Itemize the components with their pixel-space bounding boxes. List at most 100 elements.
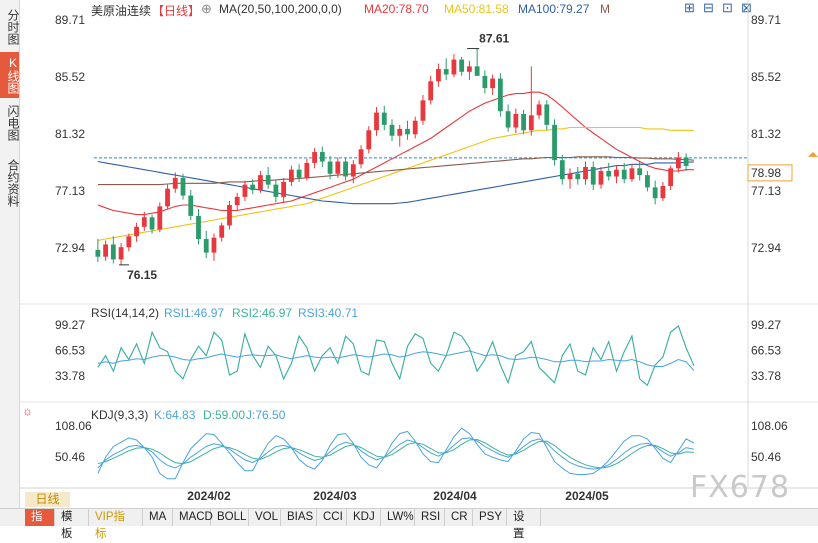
sidebar-tab-kline[interactable]: K线图: [0, 52, 20, 98]
rsi-params: RSI(14,14,2): [91, 306, 160, 320]
kdj-axis-tick: 108.06: [751, 419, 788, 433]
candle-body: [598, 171, 604, 185]
zoom-in-icon[interactable]: ⊞: [684, 0, 695, 15]
kdj-params: KDJ(9,3,3): [91, 408, 149, 422]
chart-area[interactable]: 89.71 85.52 81.32 77.13 72.94 89.71 85.52 81.32…: [0, 0, 818, 508]
rsi2-line: [97, 325, 695, 387]
candle-body: [606, 171, 612, 177]
x-axis-date-label: 2024/04: [433, 489, 477, 503]
settings-circle-icon[interactable]: ⊕: [201, 1, 212, 16]
rsi3-line: [97, 350, 695, 371]
indicator-tab[interactable]: 指标: [25, 509, 55, 540]
price-axis-tick-left: 72.94: [55, 241, 85, 255]
indicator-tab[interactable]: MACD: [173, 509, 213, 526]
price-axis-tick-left: 85.52: [55, 70, 85, 84]
kdj-k-value: K:64.83: [154, 408, 196, 422]
indicator-tab[interactable]: 设置: [507, 509, 541, 540]
indicator-tab[interactable]: CCI: [317, 509, 347, 526]
candle-body: [343, 161, 348, 177]
candle-body: [652, 187, 658, 199]
instrument-title: 美原油连续: [91, 4, 152, 18]
indicator-tab[interactable]: VOL: [249, 509, 281, 526]
price-arrow-icon: [808, 151, 818, 157]
period-tab[interactable]: 日线: [25, 492, 70, 507]
price-axis-tick: 72.94: [751, 241, 781, 255]
candle-body: [165, 188, 170, 207]
candle-body: [172, 177, 178, 189]
indicator-tab[interactable]: MA: [143, 509, 173, 526]
candle-body: [443, 69, 449, 75]
candle-body: [389, 124, 395, 136]
price-axis-tick-left: 81.32: [55, 127, 85, 141]
price-axis-tick: 81.32: [751, 127, 781, 141]
toggle-icon[interactable]: ⊠: [741, 0, 752, 15]
kdj-d-value: D:59.00: [203, 408, 246, 422]
candle-body: [614, 169, 619, 177]
candle-body: [505, 111, 511, 128]
sun-icon[interactable]: ☼: [22, 404, 33, 418]
ma50-value: MA50:81.58: [444, 2, 509, 16]
indicator-tab[interactable]: PSY: [473, 509, 507, 526]
candle-body: [544, 104, 550, 125]
candle-body: [134, 226, 139, 237]
sidebar-tab-contract[interactable]: 合约资料: [6, 159, 20, 207]
candle-body: [103, 244, 109, 257]
candle-body: [660, 186, 666, 199]
candle-body: [258, 175, 263, 191]
kdj-axis-tick-left: 108.06: [55, 419, 92, 433]
candle-body: [528, 115, 534, 131]
indicator-tab[interactable]: VIP指标: [89, 509, 143, 540]
ma100-value: MA100:79.27: [518, 2, 590, 16]
indicator-tab[interactable]: RSI: [415, 509, 445, 526]
candle-body: [196, 215, 201, 240]
candle-body: [552, 124, 557, 161]
ma100-line: [97, 160, 694, 205]
rsi3-value: RSI3:40.71: [298, 306, 359, 320]
candle-body: [583, 166, 588, 180]
candle-body: [265, 175, 271, 185]
candle-body: [234, 196, 240, 206]
candle-body: [590, 166, 596, 185]
indicator-tab[interactable]: BIAS: [281, 509, 317, 526]
candle-body: [668, 168, 674, 187]
candle-body: [242, 184, 248, 197]
candle-body: [304, 162, 310, 178]
sidebar: 分时图 K线图 闪电图 合约资料: [0, 0, 20, 508]
candle-body: [126, 236, 132, 248]
rsi-axis-tick-left: 99.27: [55, 318, 85, 332]
zoom-out-icon[interactable]: ⊟: [703, 0, 714, 15]
candle-body: [381, 112, 387, 125]
candle-body: [95, 249, 101, 257]
candle-body: [459, 59, 465, 72]
kdj-k-line: [97, 437, 695, 470]
ma200-line: [97, 156, 694, 186]
candle-body: [467, 66, 472, 72]
candle-body: [412, 120, 418, 135]
candle-body: [188, 195, 194, 216]
candle-body: [327, 161, 333, 174]
candle-body: [482, 75, 488, 89]
candle-body: [490, 78, 496, 89]
candle-body: [474, 66, 480, 76]
rsi-axis-tick-left: 33.78: [55, 369, 85, 383]
candle-body: [645, 175, 650, 188]
sidebar-tab-flash[interactable]: 闪电图: [6, 105, 20, 141]
candle-body: [405, 128, 410, 135]
candle-body: [312, 152, 317, 163]
candle-body: [567, 173, 573, 180]
candle-body: [273, 184, 279, 197]
sidebar-tab-timeshare[interactable]: 分时图: [6, 9, 20, 45]
indicator-tab[interactable]: BOLL: [211, 509, 249, 526]
candle-body: [575, 173, 581, 180]
candle-body: [629, 168, 635, 180]
period-label[interactable]: 【日线】: [152, 4, 201, 18]
candle-body: [157, 206, 163, 230]
candle-body: [319, 152, 325, 162]
fullscreen-icon[interactable]: ⊡: [722, 0, 733, 15]
indicator-tab[interactable]: 模板: [55, 509, 89, 540]
candle-body: [451, 59, 457, 75]
indicator-tab[interactable]: LW%: [381, 509, 415, 526]
indicator-tab[interactable]: KDJ: [347, 509, 381, 526]
rsi-axis-tick: 33.78: [751, 369, 781, 383]
indicator-tab[interactable]: CR: [445, 509, 473, 526]
